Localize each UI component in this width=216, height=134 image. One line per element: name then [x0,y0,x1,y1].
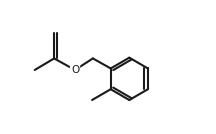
Text: O: O [71,65,79,75]
